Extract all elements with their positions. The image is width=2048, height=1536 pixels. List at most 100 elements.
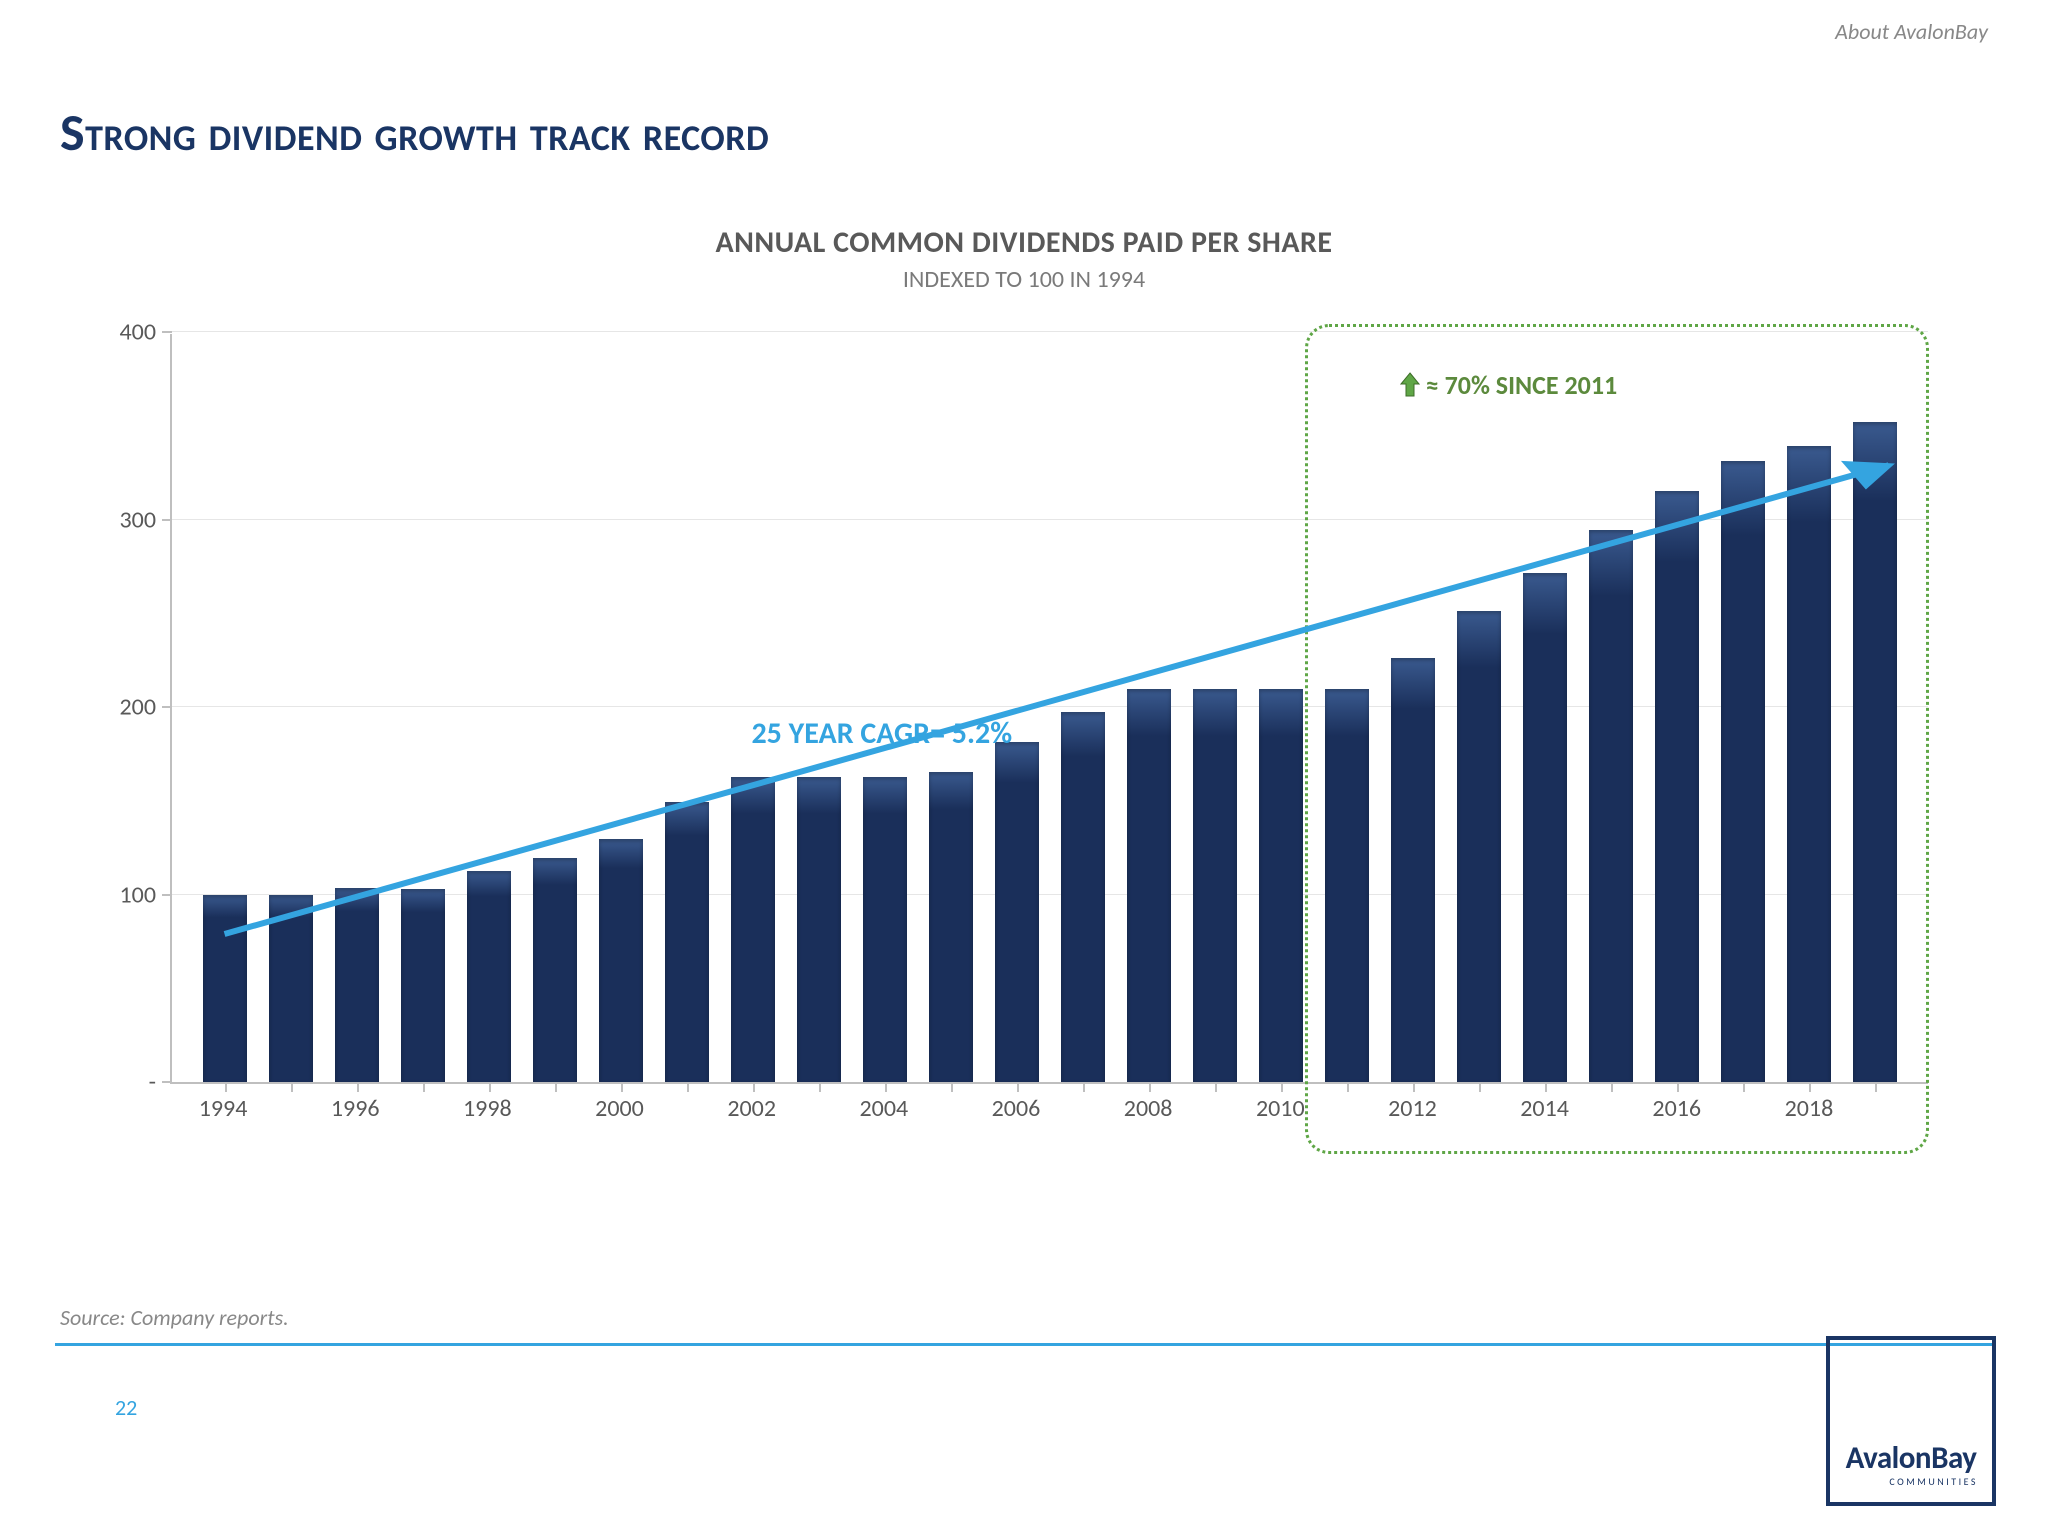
bar [1325, 689, 1369, 1082]
bar-slot [1776, 334, 1842, 1082]
bar-slot [1578, 334, 1644, 1082]
x-axis-labels: 1994199619982000200220042006200820102012… [190, 1094, 1908, 1123]
gridline [172, 331, 1928, 332]
x-axis-label [1445, 1094, 1511, 1123]
bar-slot [1380, 334, 1446, 1082]
bar [995, 742, 1039, 1082]
x-axis-label [388, 1094, 454, 1123]
x-axis-label [1049, 1094, 1115, 1123]
bar-slot [1644, 334, 1710, 1082]
bar [269, 895, 313, 1082]
x-axis-label: 1998 [454, 1094, 520, 1123]
x-axis-label [256, 1094, 322, 1123]
x-axis-label: 2008 [1115, 1094, 1181, 1123]
x-axis-label [785, 1094, 851, 1123]
x-axis-label [1710, 1094, 1776, 1123]
x-tick [1017, 1082, 1019, 1092]
bar-slot [1446, 334, 1512, 1082]
x-axis-label [1578, 1094, 1644, 1123]
x-axis-label: 2010 [1247, 1094, 1313, 1123]
x-axis-label: 2016 [1644, 1094, 1710, 1123]
x-axis-label: 1994 [190, 1094, 256, 1123]
x-tick [1413, 1082, 1415, 1092]
bar-slot [1512, 334, 1578, 1082]
x-axis-label: 2002 [719, 1094, 785, 1123]
bar-slot [1314, 334, 1380, 1082]
x-tick [1083, 1082, 1085, 1092]
x-tick [1281, 1082, 1283, 1092]
x-axis-label: 2004 [851, 1094, 917, 1123]
bar [599, 839, 643, 1082]
bar-slot [1050, 334, 1116, 1082]
bar [1127, 689, 1171, 1082]
x-tick [1149, 1082, 1151, 1092]
x-tick [1215, 1082, 1217, 1092]
x-tick [687, 1082, 689, 1092]
bar-slot [324, 334, 390, 1082]
x-axis-label [653, 1094, 719, 1123]
bar-slot [1710, 334, 1776, 1082]
x-tick [1347, 1082, 1349, 1092]
bar-slot [786, 334, 852, 1082]
bar [731, 777, 775, 1082]
bar [203, 895, 247, 1082]
header-link: About AvalonBay [1835, 18, 1988, 45]
y-axis-label: 200 [120, 693, 173, 722]
x-axis-label [917, 1094, 983, 1123]
x-axis-label [1181, 1094, 1247, 1123]
x-tick [555, 1082, 557, 1092]
bar-slot [522, 334, 588, 1082]
bar [929, 772, 973, 1082]
slide: About AvalonBay Strong dividend growth t… [0, 0, 2048, 1536]
bar-slot [918, 334, 984, 1082]
bar-slot [720, 334, 786, 1082]
x-tick [489, 1082, 491, 1092]
bar-slot [852, 334, 918, 1082]
x-tick [1875, 1082, 1877, 1092]
x-axis-label: 2018 [1776, 1094, 1842, 1123]
bar [467, 871, 511, 1082]
bar-slot [390, 334, 456, 1082]
bar-chart: -100200300400≈ 70% SINCE 201125 YEAR CAG… [170, 334, 1928, 1123]
cagr-label: 25 YEAR CAGR= 5.2% [751, 715, 1012, 752]
x-tick [753, 1082, 755, 1092]
y-axis-label: 100 [120, 880, 173, 909]
highlight-label: ≈ 70% SINCE 2011 [1400, 369, 1617, 401]
bar [1061, 712, 1105, 1082]
bar-slot [192, 334, 258, 1082]
x-tick [225, 1082, 227, 1092]
page-number: 22 [115, 1394, 137, 1421]
x-axis-label [1842, 1094, 1908, 1123]
y-axis-label: - [149, 1068, 172, 1097]
x-tick [951, 1082, 953, 1092]
x-axis-label: 2006 [983, 1094, 1049, 1123]
bar-slot [1248, 334, 1314, 1082]
bar [665, 802, 709, 1083]
logo-sub: COMMUNITIES [1889, 1475, 1978, 1488]
bar [533, 858, 577, 1082]
x-tick [357, 1082, 359, 1092]
bar [1193, 689, 1237, 1082]
x-tick [1611, 1082, 1613, 1092]
source-text: Source: Company reports. [60, 1304, 289, 1331]
x-axis-label [1313, 1094, 1379, 1123]
y-axis-label: 300 [120, 505, 173, 534]
chart-subtitle: INDEXED TO 100 IN 1994 [60, 265, 1988, 294]
x-tick [1479, 1082, 1481, 1092]
x-tick [819, 1082, 821, 1092]
bar [863, 777, 907, 1082]
bars-container [192, 334, 1908, 1082]
chart-title: ANNUAL COMMON DIVIDENDS PAID PER SHARE [60, 224, 1988, 261]
bar-slot [258, 334, 324, 1082]
arrow-up-icon [1400, 372, 1420, 398]
x-tick [423, 1082, 425, 1092]
bar-slot [1116, 334, 1182, 1082]
page-title: Strong dividend growth track record [60, 100, 1988, 164]
bar [1457, 611, 1501, 1082]
x-axis-label [520, 1094, 586, 1123]
bar-slot [456, 334, 522, 1082]
bar [1721, 461, 1765, 1082]
x-tick [291, 1082, 293, 1092]
bar [1655, 491, 1699, 1082]
bar-slot [984, 334, 1050, 1082]
